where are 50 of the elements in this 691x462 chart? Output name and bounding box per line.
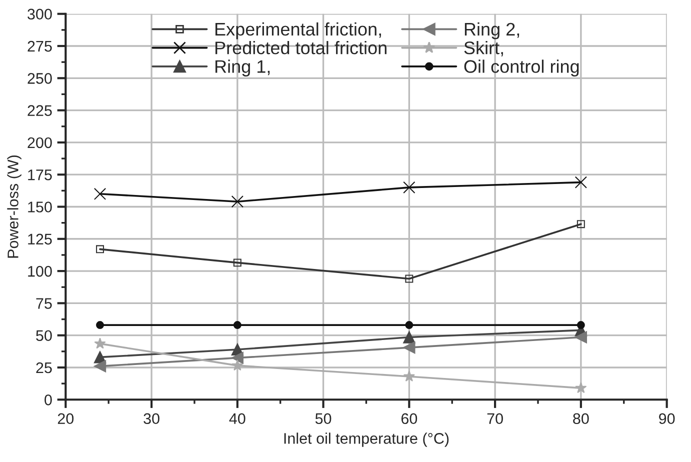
- x-tick-label: 20: [58, 413, 74, 424]
- point: [403, 331, 416, 344]
- point: [233, 258, 242, 267]
- point: [575, 382, 587, 394]
- y-tick-label: 175: [28, 170, 52, 180]
- y-tick-label: 300: [28, 8, 52, 20]
- legend-label: Oil control ring: [464, 60, 579, 76]
- y-tick-label: 75: [36, 298, 52, 309]
- y-tick-label: 200: [28, 137, 52, 148]
- x-tick-label: 50: [315, 413, 332, 424]
- x-tick-label: 90: [659, 413, 675, 424]
- point: [405, 274, 414, 283]
- point: [96, 321, 104, 330]
- point: [576, 220, 585, 228]
- point: [231, 196, 244, 208]
- point: [232, 359, 244, 371]
- legend-label: Experimental friction,: [215, 22, 381, 40]
- legend-label: Ring 2,: [464, 22, 520, 40]
- legend-label: Ring 1,: [215, 60, 270, 76]
- point: [574, 331, 588, 344]
- y-tick-label: 50: [36, 330, 52, 342]
- point: [94, 360, 106, 372]
- x-tick-label: 40: [229, 413, 246, 424]
- y-tick-label: 250: [28, 73, 52, 84]
- point: [94, 338, 106, 349]
- x-axis-title: Inlet oil temperature (°C): [284, 432, 449, 447]
- y-tick-label: 0: [44, 394, 52, 406]
- y-tick-label: 275: [28, 40, 52, 52]
- y-tick-label: 150: [28, 202, 52, 212]
- x-tick-label: 60: [401, 413, 418, 424]
- legend-label: Predicted total friction: [215, 41, 386, 54]
- point: [405, 321, 414, 330]
- y-tick-label: 100: [28, 266, 52, 277]
- y-tick-label: 125: [28, 234, 52, 245]
- point: [403, 181, 416, 194]
- point: [403, 341, 416, 354]
- x-tick-label: 80: [573, 413, 589, 424]
- point: [96, 245, 104, 254]
- y-tick-label: 25: [36, 362, 52, 374]
- y-axis-title: Power-loss (W): [7, 155, 22, 258]
- point: [574, 176, 588, 188]
- legend-label: Skirt,: [464, 41, 503, 56]
- x-tick-label: 30: [144, 413, 160, 424]
- point: [231, 352, 244, 364]
- point: [576, 321, 585, 330]
- point: [233, 321, 242, 330]
- point: [403, 370, 415, 382]
- point: [94, 188, 106, 200]
- y-tick-label: 225: [28, 105, 52, 116]
- x-tick-label: 70: [487, 413, 503, 424]
